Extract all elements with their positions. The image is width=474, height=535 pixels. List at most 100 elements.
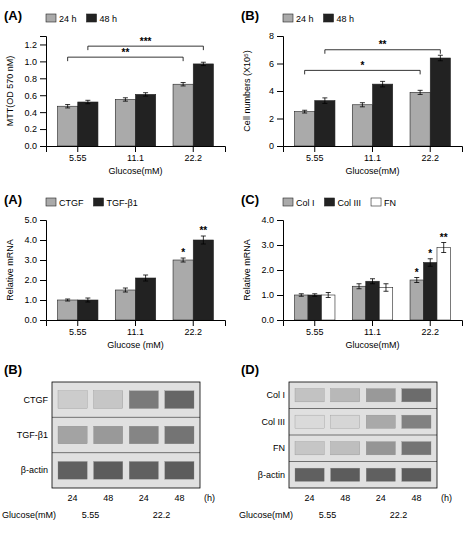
y-tick-mark [40, 112, 46, 113]
x-axis-title: Glucose(mM) [345, 340, 399, 350]
y-tick-label: 1.2 [24, 40, 37, 50]
legend-label: FN [384, 198, 396, 208]
x-tick: 11.1 [127, 320, 144, 337]
y-tick-mark [40, 300, 46, 301]
bar [58, 300, 78, 320]
bar [136, 278, 156, 320]
blot-band [366, 442, 395, 455]
y-tick-mark [277, 295, 283, 296]
y-tick: 3.0 [261, 240, 283, 250]
blot-band [58, 426, 87, 444]
y-tick-label: 0 [269, 141, 274, 151]
legend-swatch [283, 198, 293, 206]
legend-label: TGF-β1 [107, 198, 138, 208]
blot-panel: (D)Col ICol IIIFNβ-actin24482448(h)Gluco… [239, 362, 452, 520]
row-label: TGF-β1 [17, 430, 48, 440]
group-label: 5.55 [319, 510, 337, 520]
column-label: 48 [340, 493, 350, 503]
error-bar [428, 259, 433, 267]
bar [115, 290, 135, 320]
axis-line [40, 37, 47, 147]
y-tick-mark [40, 146, 46, 147]
error-bar [65, 105, 70, 108]
y-tick: 0.0 [24, 315, 46, 325]
y-tick-label: 2 [269, 114, 274, 124]
bar [352, 105, 372, 146]
blot-band [331, 468, 360, 481]
y-axis: 02468 [269, 31, 284, 151]
column-unit: (h) [441, 493, 452, 503]
error-bar [201, 62, 206, 65]
bar [173, 84, 193, 146]
error-bar [441, 243, 446, 253]
x-tick-mark [135, 320, 136, 326]
y-axis-title: Relative mRNA [242, 239, 252, 301]
row-label: β-actin [258, 470, 285, 480]
blot-band [366, 468, 395, 481]
bar [78, 102, 98, 146]
x-tick-mark [314, 146, 315, 152]
blot-band [58, 391, 87, 409]
column-label: 24 [68, 493, 78, 503]
divider [52, 417, 200, 418]
legend: 24 h 48 h [283, 14, 354, 24]
y-tick: 0.0 [24, 141, 46, 151]
y-tick-label: 5.0 [24, 215, 37, 225]
y-tick-mark [277, 91, 283, 92]
legend: 24 h48 h [46, 14, 117, 24]
y-tick-label: 0.0 [24, 315, 37, 325]
plot: 0.00.20.40.60.81.01.25.5511.122.2MTT(OD … [5, 36, 226, 176]
x-axis-title: Glucose(mM) [108, 166, 162, 176]
blot-band [129, 391, 158, 409]
error-bar [181, 83, 186, 86]
legend-item: FN [371, 198, 396, 208]
bar [58, 106, 78, 146]
bar-panel: (C)0.01.02.03.04.05.5511.122.2Relative m… [241, 192, 463, 350]
legend-swatch [94, 198, 104, 206]
y-tick-label: 0.6 [24, 91, 37, 101]
legend-swatch [87, 14, 97, 22]
blot-band [402, 415, 431, 428]
x-tick-mark [314, 320, 315, 326]
x-tick-label: 5.55 [306, 327, 324, 337]
bar [136, 94, 156, 146]
x-tick: 22.2 [421, 320, 439, 337]
x-tick-mark [430, 146, 431, 152]
plot: 024685.5511.122.2Cell numbers (X10⁵)Gluc… [242, 31, 463, 176]
y-tick-label: 3.0 [261, 240, 274, 250]
y-tick: 3.0 [24, 255, 46, 265]
column-label: 24 [139, 493, 149, 503]
blot-band [165, 391, 194, 409]
legend-label: 48 h [337, 14, 355, 24]
x-tick-label: 11.1 [127, 327, 144, 337]
blot-band [331, 415, 360, 428]
legend-label: 24 h [296, 14, 314, 24]
y-tick: 2.0 [261, 265, 283, 275]
y-tick-mark [277, 220, 283, 221]
y-axis-title: MTT(OD 570 nM) [5, 56, 15, 127]
error-bar [383, 284, 388, 292]
y-tick: 0.0 [261, 315, 283, 325]
legend-item: TGF-β1 [94, 198, 138, 208]
blot-band [295, 468, 324, 481]
column-label: 24 [305, 493, 315, 503]
blot-panel: (B)CTGFTGF-β1β-actin24482448(h)Glucose(m… [2, 362, 215, 520]
y-tick: 0.4 [24, 108, 46, 118]
bars [58, 236, 214, 320]
bar-panel: (A)0.01.02.03.04.05.05.5511.122.2Relativ… [4, 192, 226, 350]
error-bar [380, 81, 385, 87]
y-tick: 8 [269, 31, 283, 41]
significance-label: ** [440, 232, 448, 243]
axis-line [47, 147, 226, 153]
row-label: FN [273, 443, 285, 453]
error-bar [438, 55, 443, 61]
blot-bands [58, 391, 194, 479]
error-bar [302, 110, 307, 113]
bar [410, 280, 423, 320]
y-axis: 0.00.20.40.60.81.01.2 [24, 37, 46, 152]
y-tick: 5.0 [24, 215, 46, 225]
x-tick: 22.2 [184, 146, 202, 163]
y-tick: 0 [269, 141, 283, 151]
blot-band [58, 462, 87, 480]
blot-band [129, 462, 158, 480]
